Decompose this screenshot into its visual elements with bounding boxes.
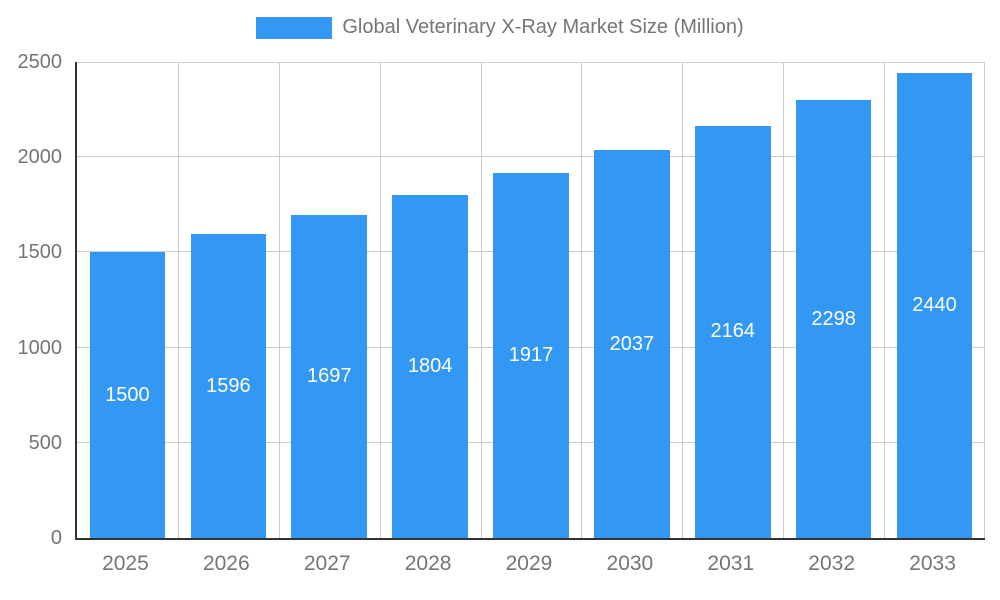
bar[interactable]: 1804: [392, 194, 468, 538]
gridline-vertical: [278, 62, 280, 538]
gridline-vertical: [783, 62, 785, 538]
legend: Global Veterinary X-Ray Market Size (Mil…: [0, 16, 1000, 39]
x-axis-label: 2026: [202, 552, 250, 575]
bar-value-label: 1697: [306, 364, 352, 387]
x-axis-label: 2031: [707, 552, 755, 575]
bar-value-label: 1804: [407, 354, 453, 377]
y-axis-label: 1500: [17, 241, 63, 264]
bar[interactable]: 1596: [190, 234, 267, 538]
bar[interactable]: 2164: [694, 125, 771, 538]
bar[interactable]: 1917: [493, 173, 569, 538]
gridline-vertical: [177, 62, 179, 538]
bar[interactable]: 2037: [594, 150, 670, 538]
y-axis-label: 2500: [17, 51, 63, 73]
bar-value-label: 1596: [206, 374, 251, 397]
bar-value-label: 1500: [105, 383, 150, 406]
bar[interactable]: 1500: [89, 252, 166, 538]
bar[interactable]: 2440: [896, 73, 973, 538]
bar[interactable]: 1697: [291, 214, 368, 538]
y-axis-label: 2000: [17, 146, 63, 169]
bar-value-label: 2298: [811, 307, 856, 330]
chart-title: Global Veterinary X-Ray Market Size (Mil…: [342, 16, 744, 38]
bar-value-label: 2440: [912, 294, 957, 317]
x-axis-label: 2025: [102, 552, 149, 575]
y-axis-label: 500: [28, 431, 62, 454]
y-axis-label: 0: [50, 527, 62, 549]
x-axis-label: 2030: [606, 552, 654, 575]
legend-swatch: [256, 16, 333, 39]
x-axis-label: 2027: [303, 552, 351, 575]
gridline-vertical: [379, 62, 381, 538]
bar-value-label: 1917: [508, 344, 554, 366]
gridline-horizontal: [77, 156, 985, 158]
x-axis-label: 2029: [505, 552, 553, 575]
gridline-vertical: [581, 62, 583, 538]
x-axis-labels: 2025 2026 2027 2028 2029 2030 2031 2032 2033: [75, 552, 985, 586]
gridline-vertical: [682, 62, 684, 538]
y-axis-labels: 0 500 1000 1500 2000 2500: [0, 51, 63, 549]
plot-area: 1500 1596 1697 1804 1917 2037 2164 2298 2440: [75, 62, 985, 540]
x-axis-label: 2032: [808, 552, 856, 575]
gridline-vertical: [480, 62, 482, 538]
x-axis-label: 2033: [909, 552, 956, 575]
gridline-vertical: [884, 62, 886, 538]
gridline-horizontal: [77, 62, 985, 63]
bar[interactable]: 2298: [795, 100, 872, 538]
gridline-vertical: [984, 62, 985, 538]
x-axis-label: 2028: [404, 552, 452, 575]
bar-value-label: 2164: [710, 320, 756, 343]
y-axis-label: 1000: [17, 336, 63, 359]
bar-value-label: 2037: [609, 332, 655, 355]
